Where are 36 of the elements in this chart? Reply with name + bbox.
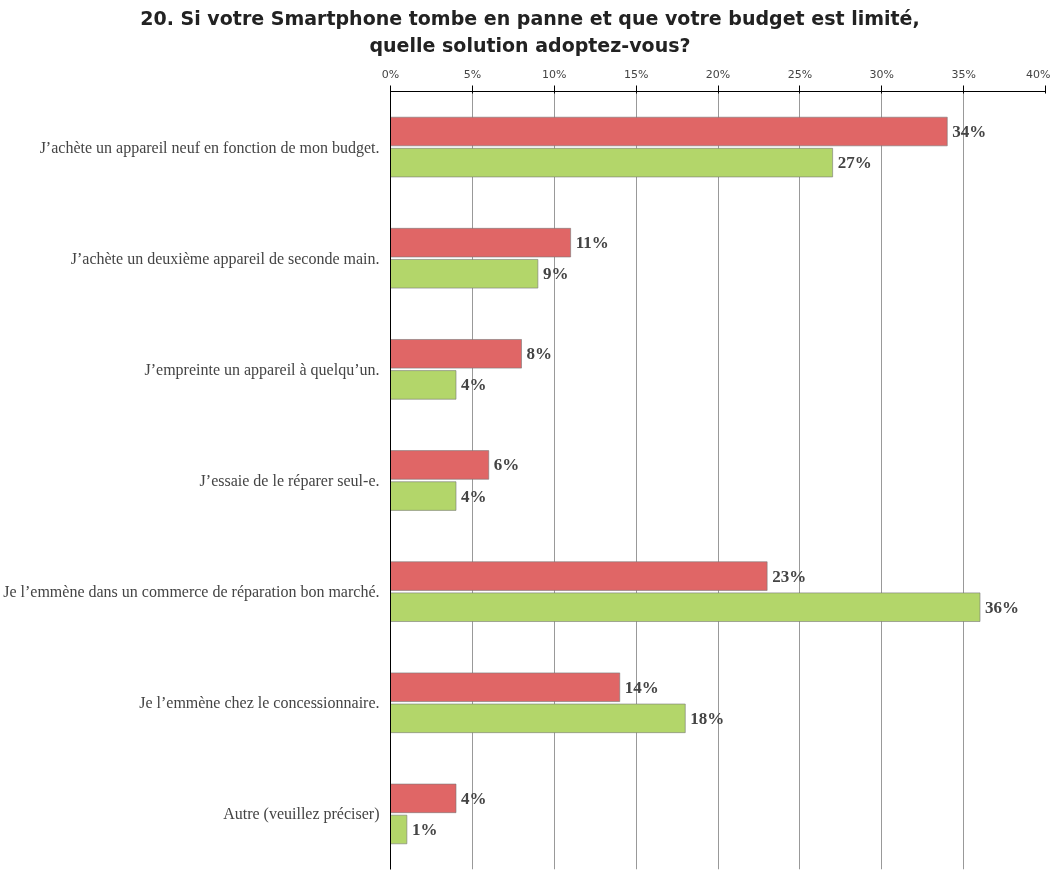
x-tick-label: 20% <box>705 67 731 81</box>
y-tick-label: Autre (veuillez préciser) <box>223 805 380 824</box>
data-label: 4% <box>461 789 487 809</box>
data-label: 11% <box>575 233 609 253</box>
bar <box>390 148 833 178</box>
data-label: 36% <box>985 597 1019 617</box>
data-label: 4% <box>461 375 487 395</box>
bar <box>390 704 686 734</box>
y-tick-label: J’essaie de le réparer seul-e. <box>199 472 380 491</box>
bar <box>390 784 457 814</box>
data-label: 1% <box>411 820 438 840</box>
x-tick-label: 10% <box>542 67 567 81</box>
bar <box>390 117 948 147</box>
data-label: 27% <box>837 153 872 173</box>
y-tick-label: Je l’emmène dans un commerce de réparation bon marché. <box>3 583 380 602</box>
data-label: 23% <box>772 566 807 586</box>
y-tick-label: J’achète un deuxième appareil de seconde main. <box>70 250 380 268</box>
y-tick-label: Je l’emmène chez le concessionnaire. <box>139 694 380 712</box>
x-tick-label: 25% <box>787 67 813 81</box>
y-tick-label: J’achète un appareil neuf en fonction de mon budget. <box>39 138 380 157</box>
data-label: 14% <box>624 678 659 698</box>
data-label: 34% <box>952 122 987 142</box>
data-label: 6% <box>493 455 520 475</box>
x-tick-label: 30% <box>869 67 894 81</box>
x-tick-label: 40% <box>1026 67 1051 81</box>
y-tick-label: J’empreinte un appareil à quelqu’un. <box>144 361 380 380</box>
data-label: 9% <box>542 264 569 284</box>
bar <box>390 815 408 845</box>
x-tick-label: 35% <box>951 67 976 81</box>
chart-title: 20. Si votre Smartphone tombe en panne et que votre budget est limité, quelle solution adoptez-vous? <box>140 6 920 59</box>
x-tick-label: 15% <box>623 67 649 81</box>
data-label: 18% <box>690 709 725 729</box>
data-label: 4% <box>461 486 487 506</box>
data-label: 8% <box>526 344 552 364</box>
x-tick-label: 5% <box>463 67 482 81</box>
x-tick-label: 0% <box>381 67 400 81</box>
